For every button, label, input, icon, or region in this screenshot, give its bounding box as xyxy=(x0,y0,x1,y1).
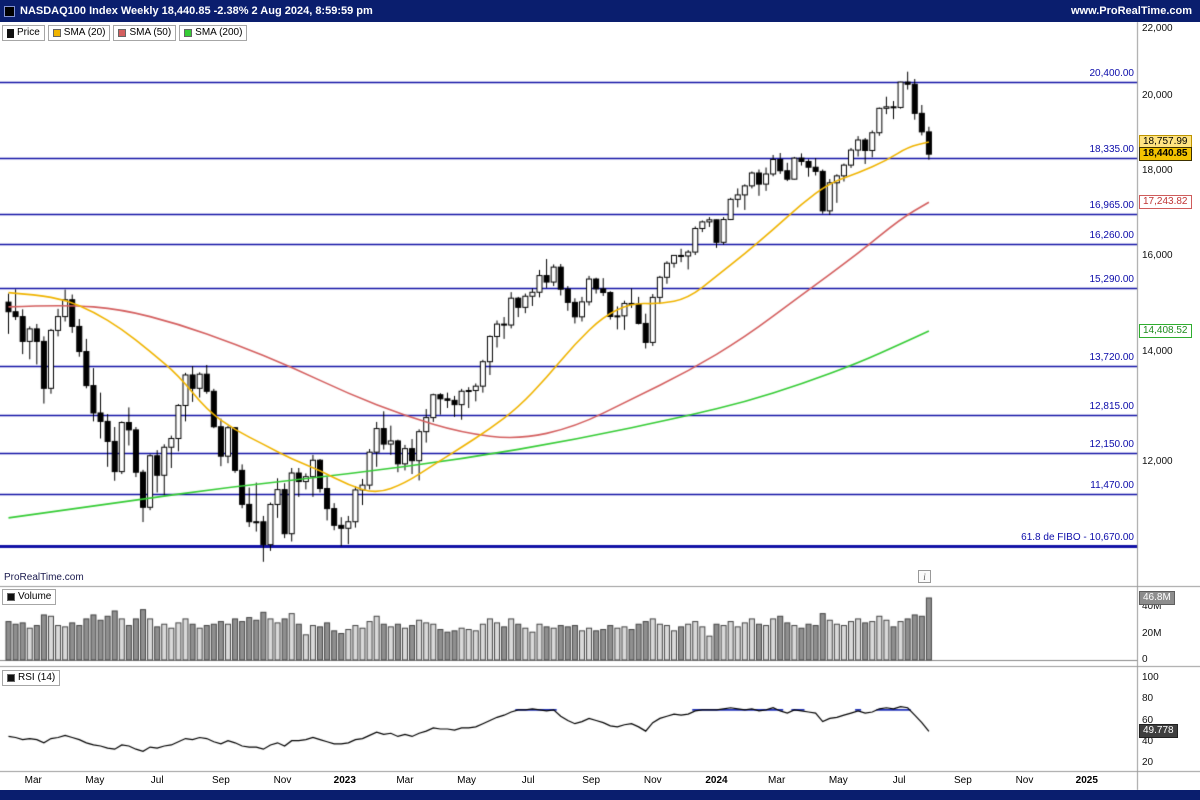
x-axis-month-label: May xyxy=(828,775,848,786)
candlestick-icon xyxy=(7,28,14,38)
legend-sma50-label: SMA (50) xyxy=(129,27,172,38)
x-axis-month-label: Mar xyxy=(768,775,786,786)
legend-price-chip[interactable]: Price xyxy=(2,25,45,41)
sma200-swatch xyxy=(184,29,193,37)
x-axis-month-label: May xyxy=(457,775,477,786)
legend-sma20-chip[interactable]: SMA (20) xyxy=(47,25,111,41)
x-axis-year-label: 2023 xyxy=(333,775,356,786)
x-axis-month-label: Sep xyxy=(582,775,601,786)
watermark: ProRealTime.com xyxy=(4,572,84,583)
instrument-icon xyxy=(4,5,15,17)
legend-sma20-label: SMA (20) xyxy=(63,27,106,38)
x-axis: Mar May Jul Sep Nov 2023 Mar May Jul Sep Nov 2024 Ma… xyxy=(0,772,1137,790)
legend-sma200-chip[interactable]: SMA (200) xyxy=(179,25,248,41)
rsi-panel-label[interactable]: RSI (14) xyxy=(2,670,61,686)
x-axis-month-label: Mar xyxy=(396,775,414,786)
x-axis-month-label: Sep xyxy=(211,775,230,786)
site-link: www.ProRealTime.com xyxy=(1070,5,1192,17)
legend-sma50-chip[interactable]: SMA (50) xyxy=(113,25,177,41)
sma50-swatch xyxy=(118,29,127,37)
x-axis-month-label: Jul xyxy=(892,775,906,786)
chart-title: NASDAQ100 Index Weekly 18,440.85 -2.38% … xyxy=(20,5,373,17)
x-axis-month-label: Nov xyxy=(643,775,662,786)
x-axis-month-label: Sep xyxy=(953,775,972,786)
legend-sma200-label: SMA (200) xyxy=(195,27,243,38)
info-icon[interactable]: i xyxy=(918,570,931,583)
x-axis-month-label: Nov xyxy=(1015,775,1034,786)
x-axis-year-label: 2025 xyxy=(1075,775,1098,786)
volume-swatch xyxy=(7,593,15,601)
volume-panel-label[interactable]: Volume xyxy=(2,589,57,605)
x-axis-month-label: Jul xyxy=(150,775,164,786)
x-axis-month-label: May xyxy=(85,775,105,786)
x-axis-year-label: 2024 xyxy=(705,775,728,786)
x-axis-month-label: Mar xyxy=(24,775,42,786)
rsi-label-text: RSI (14) xyxy=(18,672,56,683)
volume-label-text: Volume xyxy=(18,591,52,602)
header-bar: NASDAQ100 Index Weekly 18,440.85 -2.38% … xyxy=(0,0,1200,22)
rsi-swatch xyxy=(7,674,15,682)
sma20-swatch xyxy=(52,29,61,37)
x-axis-month-label: Jul xyxy=(521,775,535,786)
x-axis-month-label: Nov xyxy=(273,775,292,786)
bottom-bar xyxy=(0,790,1200,800)
legend-row: Price SMA (20) SMA (50) SMA (200) xyxy=(2,25,248,41)
legend-price-label: Price xyxy=(17,27,40,38)
